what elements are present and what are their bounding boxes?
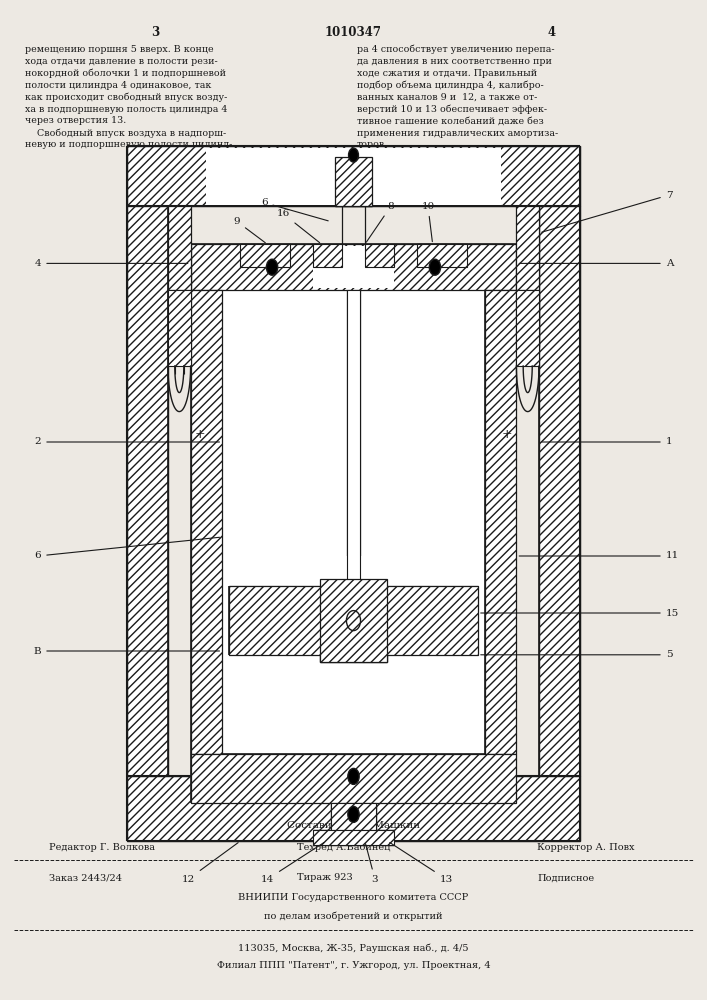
Text: по делам изобретений и открытий: по делам изобретений и открытий: [264, 911, 443, 921]
Text: 15: 15: [481, 608, 679, 617]
Text: ремещению поршня 5 вверх. В конце
хода отдачи давление в полости рези-
нокордной: ремещению поршня 5 вверх. В конце хода о…: [25, 45, 232, 149]
Polygon shape: [191, 244, 516, 290]
Text: ВНИИПИ Государственного комитета СССР: ВНИИПИ Государственного комитета СССР: [238, 894, 469, 902]
Polygon shape: [191, 290, 222, 754]
Polygon shape: [127, 146, 580, 206]
Text: 2: 2: [35, 438, 219, 446]
Text: +: +: [194, 428, 205, 441]
Text: 113035, Москва, Ж-35, Раушская наб., д. 4/5: 113035, Москва, Ж-35, Раушская наб., д. …: [238, 943, 469, 953]
Polygon shape: [346, 290, 361, 640]
Text: 1: 1: [542, 438, 672, 446]
Text: Редактор Г. Волкова: Редактор Г. Волкова: [49, 842, 156, 852]
Polygon shape: [127, 206, 168, 776]
Circle shape: [267, 259, 278, 275]
Polygon shape: [417, 244, 467, 267]
Text: 14: 14: [261, 843, 324, 884]
Text: 3: 3: [366, 844, 378, 884]
Polygon shape: [320, 579, 387, 662]
Text: B: B: [34, 647, 219, 656]
Text: 6: 6: [261, 198, 328, 221]
Text: 10: 10: [421, 202, 435, 242]
Text: +: +: [502, 428, 513, 441]
Text: 3: 3: [151, 26, 160, 39]
Text: 9: 9: [234, 217, 265, 243]
Text: Техред А.Бабинец: Техред А.Бабинец: [297, 842, 390, 852]
Circle shape: [348, 806, 359, 822]
Polygon shape: [516, 206, 539, 290]
Text: 13: 13: [390, 843, 452, 884]
Circle shape: [348, 768, 359, 784]
Text: 7: 7: [542, 190, 672, 232]
Polygon shape: [127, 776, 580, 841]
Text: 1010347: 1010347: [325, 26, 382, 39]
Text: 4: 4: [35, 259, 188, 268]
Polygon shape: [312, 244, 342, 267]
Text: Тираж 923: Тираж 923: [297, 874, 353, 883]
Text: ра 4 способствует увеличению перепа-
да давления в них соответственно при
ходе с: ра 4 способствует увеличению перепа- да …: [357, 45, 559, 149]
Polygon shape: [206, 147, 501, 205]
Circle shape: [349, 148, 358, 162]
Polygon shape: [335, 157, 372, 206]
Text: Корректор А. Повх: Корректор А. Повх: [537, 842, 635, 852]
Polygon shape: [485, 290, 516, 754]
Polygon shape: [229, 586, 478, 655]
Text: 8: 8: [366, 202, 394, 242]
Polygon shape: [312, 246, 395, 288]
Text: 11: 11: [519, 552, 679, 560]
Polygon shape: [222, 290, 485, 754]
Polygon shape: [312, 830, 395, 845]
Text: 5: 5: [481, 650, 672, 659]
Text: Заказ 2443/24: Заказ 2443/24: [49, 874, 122, 883]
Circle shape: [429, 259, 440, 275]
Polygon shape: [539, 206, 580, 776]
Polygon shape: [331, 803, 376, 830]
Polygon shape: [516, 290, 539, 366]
Text: A: A: [519, 259, 673, 268]
Text: Филиал ППП "Патент", г. Ужгород, ул. Проектная, 4: Филиал ППП "Патент", г. Ужгород, ул. Про…: [216, 962, 491, 970]
Polygon shape: [191, 754, 516, 803]
Text: 12: 12: [182, 843, 238, 884]
Polygon shape: [365, 244, 395, 267]
Polygon shape: [168, 290, 191, 366]
Text: 16: 16: [277, 210, 320, 243]
Polygon shape: [229, 556, 478, 586]
Polygon shape: [240, 244, 290, 267]
Text: 4: 4: [547, 26, 556, 39]
Polygon shape: [168, 206, 191, 290]
Text: Подписное: Подписное: [537, 874, 595, 883]
Text: Составитель А. Машкин: Составитель А. Машкин: [287, 820, 420, 830]
Text: 6: 6: [35, 537, 219, 560]
